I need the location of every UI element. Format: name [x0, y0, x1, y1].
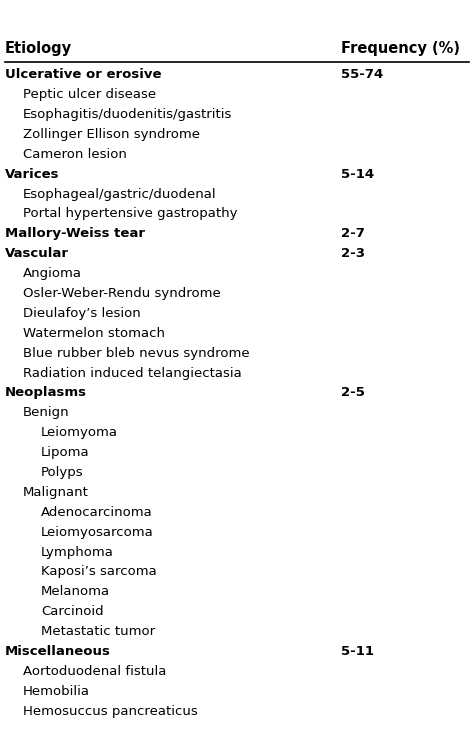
Text: Zollinger Ellison syndrome: Zollinger Ellison syndrome — [23, 128, 200, 141]
Text: Hemobilia: Hemobilia — [23, 685, 90, 697]
Text: 2-3: 2-3 — [341, 247, 365, 260]
Text: Dieulafoy’s lesion: Dieulafoy’s lesion — [23, 307, 140, 320]
Text: Radiation induced telangiectasia: Radiation induced telangiectasia — [23, 367, 241, 380]
Text: 5-14: 5-14 — [341, 168, 374, 181]
Text: Lymphoma: Lymphoma — [41, 545, 114, 559]
Text: Vascular: Vascular — [5, 247, 69, 260]
Text: Malignant: Malignant — [23, 486, 89, 499]
Text: Leiomyosarcoma: Leiomyosarcoma — [41, 525, 154, 539]
Text: Esophagitis/duodenitis/gastritis: Esophagitis/duodenitis/gastritis — [23, 108, 232, 121]
Text: 2-5: 2-5 — [341, 387, 365, 399]
Text: Varices: Varices — [5, 168, 59, 181]
Text: Frequency (%): Frequency (%) — [341, 41, 460, 56]
Text: Mallory-Weiss tear: Mallory-Weiss tear — [5, 227, 145, 240]
Text: Portal hypertensive gastropathy: Portal hypertensive gastropathy — [23, 208, 237, 220]
Text: Peptic ulcer disease: Peptic ulcer disease — [23, 88, 156, 101]
Text: Neoplasms: Neoplasms — [5, 387, 87, 399]
Text: Osler-Weber-Rendu syndrome: Osler-Weber-Rendu syndrome — [23, 287, 220, 300]
Text: Leiomyoma: Leiomyoma — [41, 426, 118, 439]
Text: Esophageal/gastric/duodenal: Esophageal/gastric/duodenal — [23, 188, 216, 200]
Text: Benign: Benign — [23, 407, 69, 419]
Text: Carcinoid: Carcinoid — [41, 605, 103, 618]
Text: Ulcerative or erosive: Ulcerative or erosive — [5, 68, 161, 82]
Text: Metastatic tumor: Metastatic tumor — [41, 625, 155, 638]
Text: Angioma: Angioma — [23, 267, 82, 280]
Text: Hemosuccus pancreaticus: Hemosuccus pancreaticus — [23, 705, 198, 718]
Text: Adenocarcinoma: Adenocarcinoma — [41, 506, 153, 519]
Text: 5-11: 5-11 — [341, 645, 374, 658]
Text: 2-7: 2-7 — [341, 227, 365, 240]
Text: Cameron lesion: Cameron lesion — [23, 148, 127, 161]
Text: Blue rubber bleb nevus syndrome: Blue rubber bleb nevus syndrome — [23, 347, 249, 360]
Text: Watermelon stomach: Watermelon stomach — [23, 326, 165, 340]
Text: Melanoma: Melanoma — [41, 585, 110, 598]
Text: Etiology: Etiology — [5, 41, 72, 56]
Text: Lipoma: Lipoma — [41, 446, 90, 459]
Text: Aortoduodenal fistula: Aortoduodenal fistula — [23, 665, 166, 678]
Text: 55-74: 55-74 — [341, 68, 383, 82]
Text: Kaposi’s sarcoma: Kaposi’s sarcoma — [41, 565, 156, 579]
Text: Polyps: Polyps — [41, 466, 83, 479]
Text: Miscellaneous: Miscellaneous — [5, 645, 110, 658]
